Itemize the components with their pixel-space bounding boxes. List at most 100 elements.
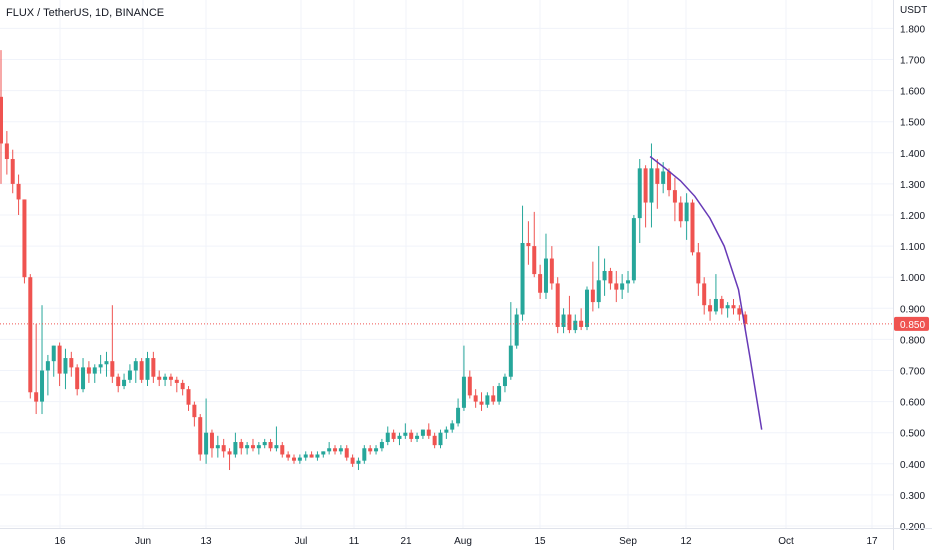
candle xyxy=(174,376,179,393)
candle-body xyxy=(491,395,496,402)
y-tick-label: 0.500 xyxy=(900,429,925,440)
x-tick-label: Sep xyxy=(619,536,637,547)
candle xyxy=(467,370,472,399)
candle-body xyxy=(415,435,420,439)
candle-body xyxy=(555,283,560,327)
candle-body xyxy=(274,445,279,449)
candle-body xyxy=(467,376,472,396)
candle-body xyxy=(684,202,689,222)
y-tick-label: 1.800 xyxy=(900,24,925,35)
candle-body xyxy=(696,252,701,284)
candle xyxy=(391,429,396,443)
candle xyxy=(432,432,437,449)
candle-body xyxy=(327,448,332,452)
candle-body xyxy=(227,451,232,455)
x-tick-label: 11 xyxy=(349,536,360,547)
candle-body xyxy=(379,442,384,449)
candle xyxy=(368,445,373,455)
candle xyxy=(737,305,742,321)
candle-body xyxy=(602,270,607,281)
candle-body xyxy=(192,404,197,418)
candle-body xyxy=(497,386,502,402)
current-price-badge xyxy=(894,316,929,331)
candle xyxy=(696,242,701,296)
candle-body xyxy=(409,432,414,439)
candle xyxy=(579,308,584,331)
x-tick-label: 17 xyxy=(866,536,878,547)
candle-body xyxy=(356,460,361,464)
candle xyxy=(163,373,168,387)
candle xyxy=(186,386,191,411)
candle-body xyxy=(731,305,736,309)
candle xyxy=(719,295,724,315)
candle xyxy=(620,274,625,299)
candle-body xyxy=(725,305,730,309)
candle xyxy=(444,426,449,439)
candle xyxy=(356,457,361,471)
candle-body xyxy=(514,314,519,346)
x-tick-label: 12 xyxy=(680,536,692,547)
candle xyxy=(63,348,68,390)
candle-body xyxy=(561,314,566,327)
x-tick-label: Oct xyxy=(778,536,794,547)
y-tick-label: 1.300 xyxy=(900,180,925,191)
candle-body xyxy=(678,202,683,222)
candle xyxy=(590,261,595,312)
candle xyxy=(280,442,285,458)
candle-body xyxy=(256,445,261,449)
candle-body xyxy=(661,171,666,184)
candle-body xyxy=(631,218,636,281)
candle xyxy=(555,277,560,334)
candle xyxy=(297,454,302,464)
candle xyxy=(549,246,554,290)
candle xyxy=(127,364,132,383)
candle-body xyxy=(4,143,9,160)
candle xyxy=(40,305,45,415)
candle-body xyxy=(233,442,238,455)
candle-body xyxy=(708,305,713,312)
chart-title: FLUX / TetherUS, 1D, BINANCE xyxy=(6,7,164,19)
candle xyxy=(637,159,642,243)
candle-body xyxy=(508,345,513,377)
candle-body xyxy=(262,442,267,446)
candle-body xyxy=(250,445,255,449)
candle xyxy=(684,193,689,240)
candle xyxy=(98,354,103,374)
y-tick-label: 0.900 xyxy=(900,304,925,315)
candle-body xyxy=(573,320,578,331)
candle xyxy=(497,382,502,405)
candle xyxy=(362,445,367,464)
candle-body xyxy=(438,432,443,446)
candle xyxy=(198,414,203,461)
candle xyxy=(585,286,589,331)
y-tick-label: 0.800 xyxy=(900,335,925,346)
candle xyxy=(133,358,138,383)
candle-body xyxy=(215,445,220,449)
candle-body xyxy=(292,457,296,461)
candle xyxy=(309,451,314,458)
candle-body xyxy=(127,370,132,380)
candle-body xyxy=(479,401,484,405)
candle xyxy=(139,358,144,383)
candle xyxy=(725,302,730,318)
candle-body xyxy=(186,389,191,405)
candle xyxy=(227,448,232,471)
trend-projection-line[interactable] xyxy=(649,155,763,430)
candle-body xyxy=(637,168,642,219)
candle xyxy=(672,177,677,222)
candle-body xyxy=(432,435,437,446)
candle xyxy=(532,211,537,278)
y-tick-label: 0.300 xyxy=(900,491,925,502)
candle xyxy=(303,451,308,461)
candle xyxy=(69,351,74,377)
candle xyxy=(420,429,425,439)
candle-body xyxy=(450,423,455,430)
candle-body xyxy=(22,199,27,278)
candle-body xyxy=(309,454,314,458)
candle xyxy=(561,308,566,334)
candle xyxy=(614,270,619,303)
candle-body xyxy=(672,190,677,203)
candle-body xyxy=(543,258,548,293)
candle xyxy=(321,451,326,458)
